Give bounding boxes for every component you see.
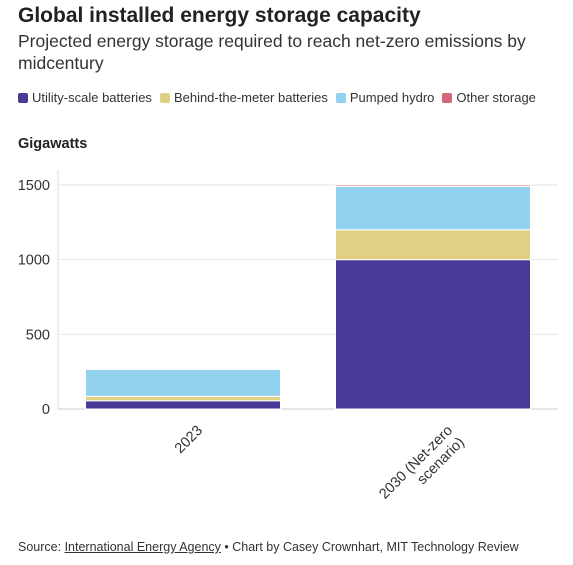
- y-tick-label: 1000: [18, 253, 50, 269]
- x-tick-label-line: 2023: [172, 423, 206, 457]
- legend-label: Utility-scale batteries: [32, 90, 152, 105]
- bar-chart: 0 500 1000 1500 2023 2030 (Net-zeroscenario): [18, 170, 558, 514]
- legend-swatch: [18, 92, 28, 103]
- legend-item-utility-scale: Utility-scale batteries: [18, 90, 152, 105]
- legend-item-behind-the-meter: Behind-the-meter batteries: [159, 90, 328, 105]
- y-tick-label: 1500: [18, 178, 50, 194]
- bar-segment: [85, 400, 281, 410]
- legend-label: Other storage: [456, 90, 536, 105]
- legend-label: Behind-the-meter batteries: [173, 90, 328, 105]
- bar-segment: [85, 368, 281, 397]
- y-axis-label: Gigawatts: [18, 136, 88, 152]
- y-tick-label: 500: [26, 327, 50, 343]
- legend-swatch: [159, 92, 170, 103]
- source-note: Source: International Energy Agency • Ch…: [18, 540, 519, 554]
- legend-item-other-storage: Other storage: [442, 90, 536, 105]
- y-tick-label: 0: [42, 402, 50, 418]
- legend-swatch: [442, 92, 453, 103]
- legend-label: Pumped hydro: [349, 90, 435, 105]
- legend-swatch: [335, 92, 346, 103]
- chart-subtitle: Projected energy storage required to rea…: [18, 31, 526, 73]
- source-suffix: • Chart by Casey Crownhart, MIT Technolo…: [220, 540, 519, 554]
- x-tick-label: 2030 (Net-zeroscenario): [376, 423, 467, 514]
- bar-segment: [335, 229, 531, 261]
- x-tick-label: 2023: [172, 423, 206, 457]
- bar-segment: [335, 184, 531, 187]
- chart-title: Global installed energy storage capacity: [18, 4, 421, 27]
- bar-segment: [335, 185, 531, 231]
- bar-segment: [85, 368, 281, 370]
- source-prefix: Source:: [18, 540, 65, 554]
- bar-segment: [335, 259, 531, 410]
- legend: Utility-scale batteries Behind-the-meter…: [18, 90, 544, 105]
- source-link[interactable]: International Energy Agency: [64, 540, 221, 554]
- legend-item-pumped-hydro: Pumped hydro: [335, 90, 435, 105]
- bar-segment: [85, 395, 281, 402]
